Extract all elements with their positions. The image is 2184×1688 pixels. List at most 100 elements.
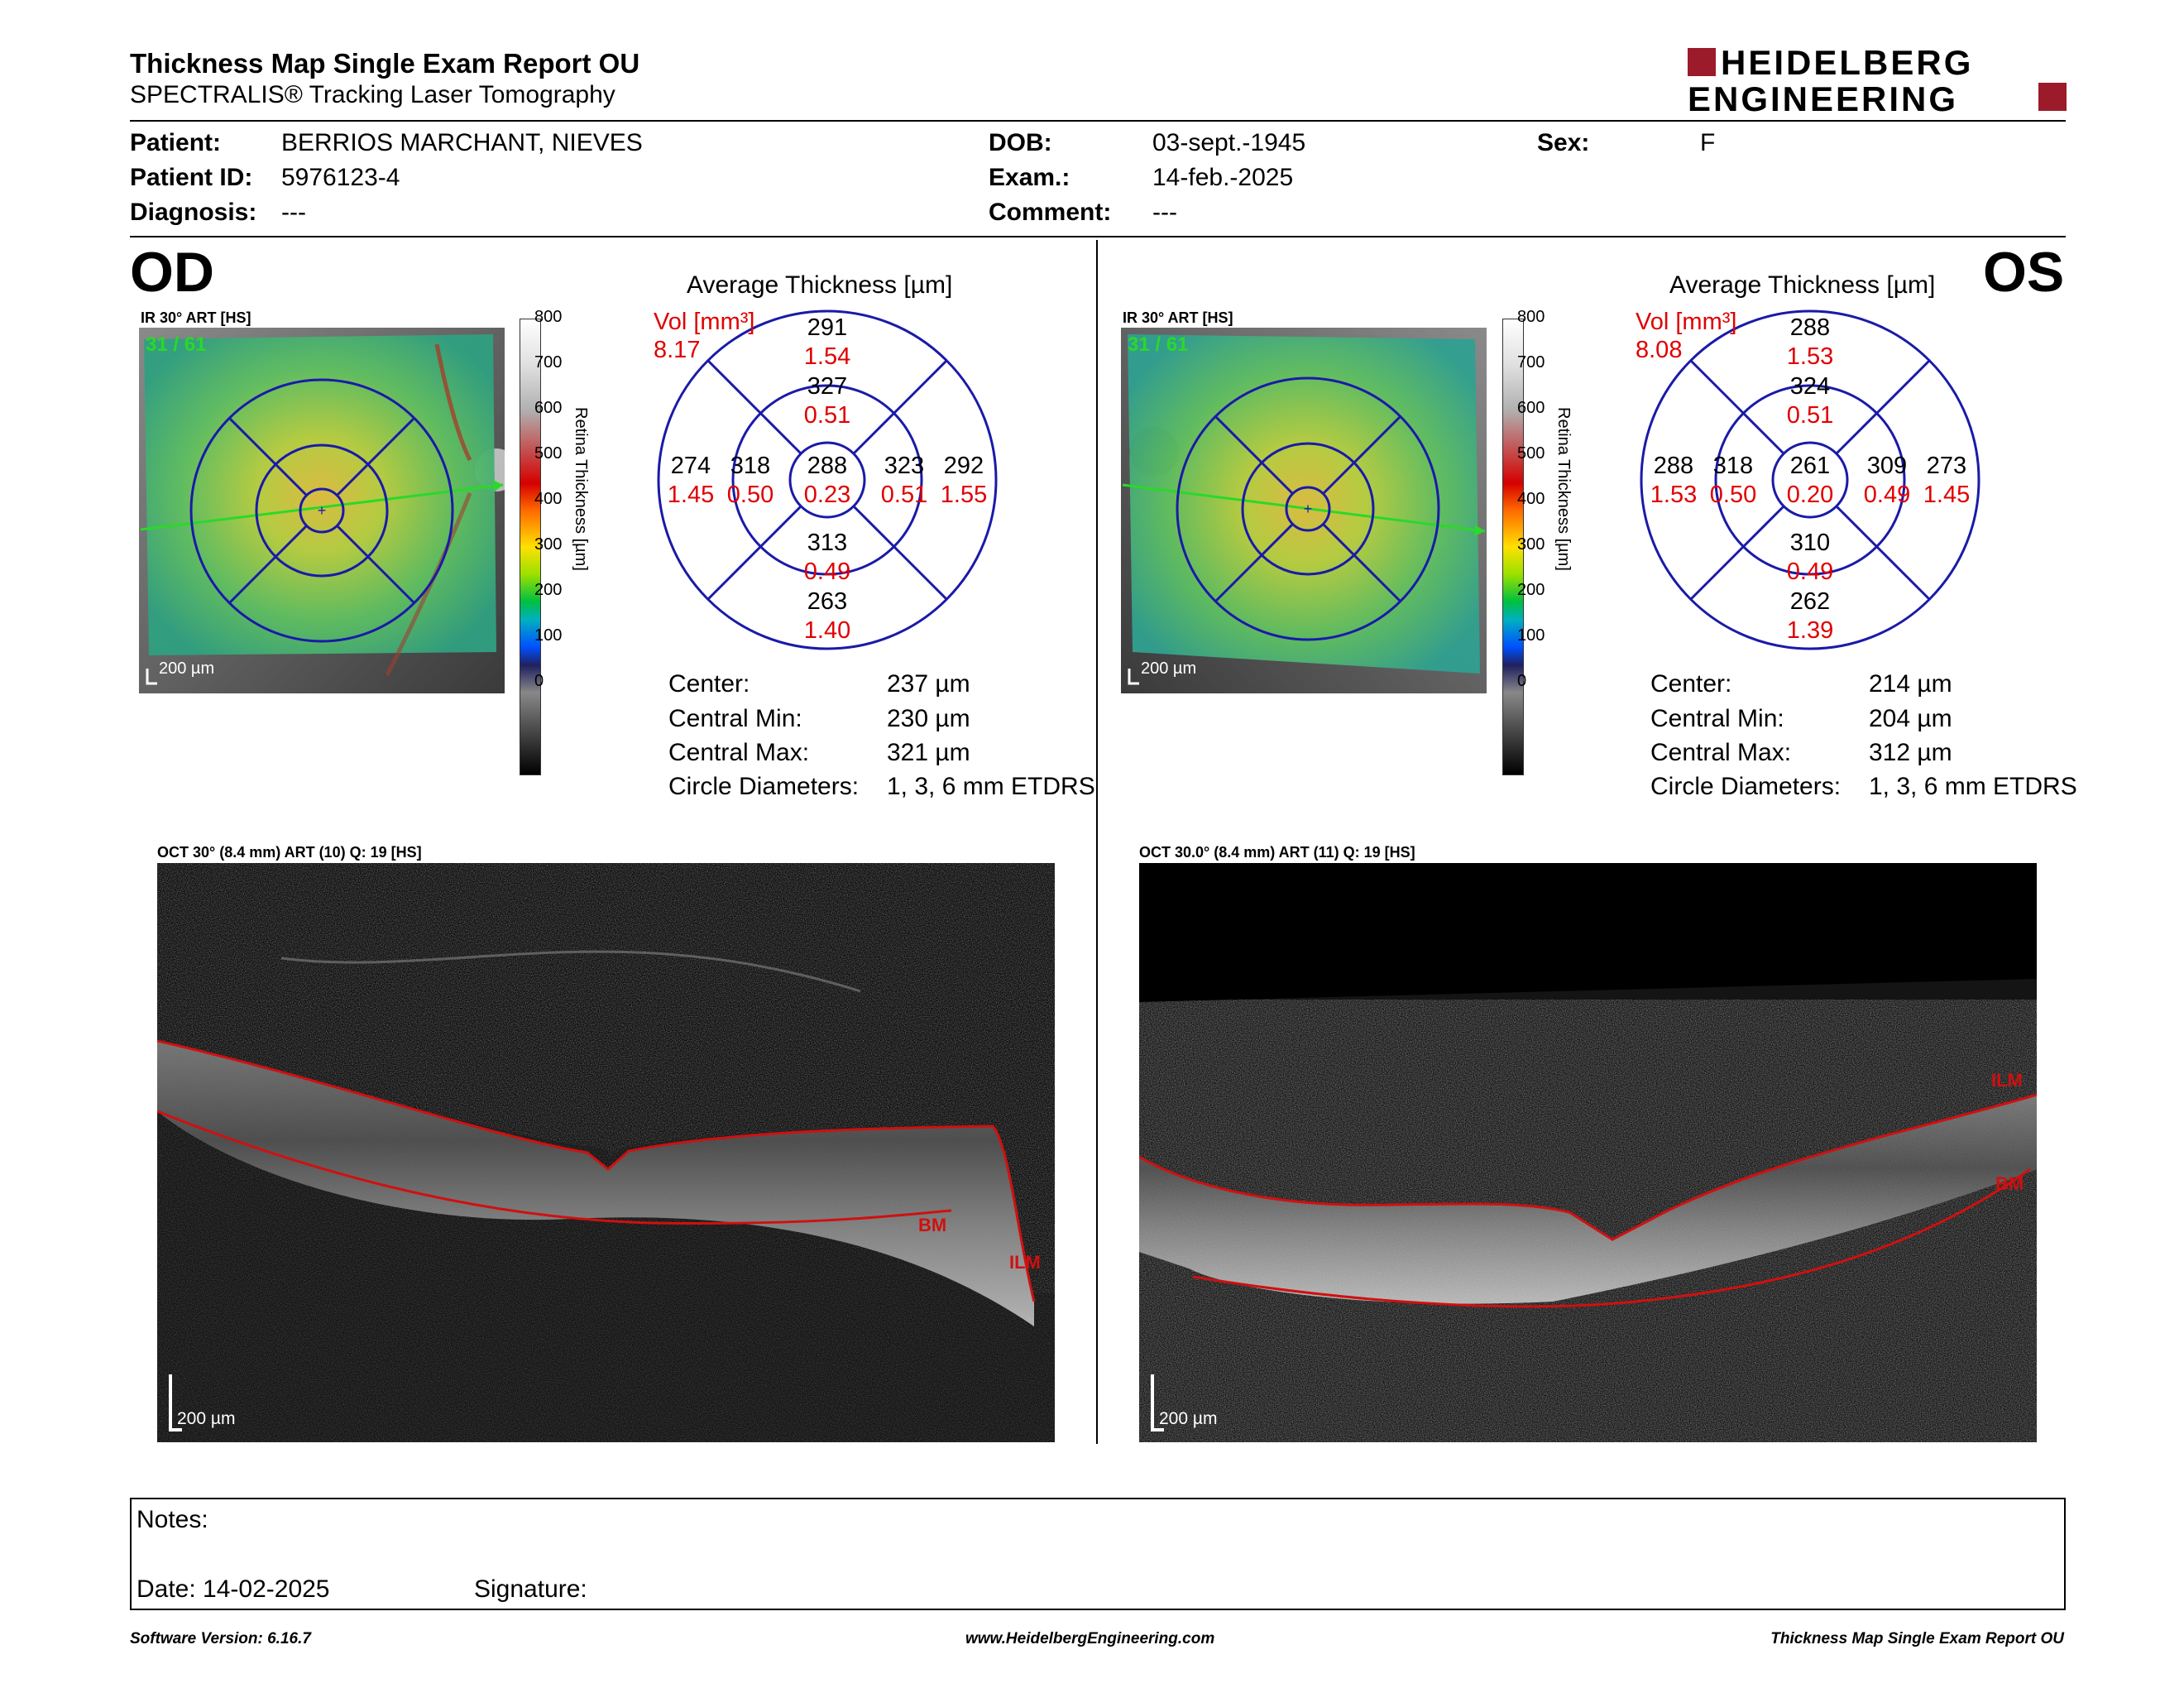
- od-center-label: Center:: [668, 670, 750, 698]
- os-colorbar-tick: 200: [1517, 581, 1545, 599]
- eye-divider: [1096, 240, 1098, 1444]
- os-inner-inf-thk: 310: [1790, 530, 1830, 556]
- os-outer-sup-thk: 288: [1790, 314, 1830, 341]
- od-max-value: 321 µm: [887, 739, 970, 766]
- notes-label: Notes:: [136, 1506, 208, 1533]
- os-inner-sup-thk: 324: [1790, 373, 1830, 400]
- od-outer-right-thk: 292: [944, 453, 984, 479]
- od-center-vol: 0.23: [804, 482, 850, 508]
- od-retina-band: [157, 1041, 1034, 1326]
- od-colorbar-tick: 500: [534, 444, 563, 463]
- od-center-cross: +: [318, 502, 327, 519]
- logo-square-bottom: [2038, 83, 2067, 111]
- od-inner-left-thk: 318: [730, 453, 770, 479]
- heidelberg-logo: HEIDELBERG ENGINEERING: [1688, 46, 2067, 116]
- od-oct-caption: OCT 30° (8.4 mm) ART (10) Q: 19 [HS]: [157, 844, 422, 861]
- os-outer-sup-vol: 1.53: [1787, 343, 1833, 370]
- os-colorbar-tick: 0: [1517, 672, 1527, 690]
- os-scale-label: 200 µm: [1141, 659, 1196, 678]
- os-outer-left-vol: 1.53: [1650, 482, 1697, 508]
- footer-report: Thickness Map Single Exam Report OU: [1770, 1630, 2064, 1647]
- od-center-thk: 288: [807, 453, 847, 479]
- os-outer-right-vol: 1.45: [1923, 482, 1970, 508]
- od-colorbar-tick: 600: [534, 399, 563, 417]
- patient-value: BERRIOS MARCHANT, NIEVES: [281, 129, 643, 156]
- os-min-label: Central Min:: [1650, 705, 1784, 732]
- od-ir-fundus-image: + 31 / 61 200 µm: [139, 328, 505, 693]
- od-inner-sup-vol: 0.51: [804, 402, 850, 429]
- od-colorbar-tick: 200: [534, 581, 563, 599]
- patient-id-label: Patient ID:: [130, 164, 253, 191]
- os-colorbar-tick: 400: [1517, 490, 1545, 508]
- od-outer-inf-thk: 263: [807, 588, 847, 615]
- os-colorbar-tick: 700: [1517, 353, 1545, 372]
- os-eye-label: OS: [1983, 241, 2065, 304]
- od-colorbar-tick: 300: [534, 535, 563, 554]
- notes-box: Notes: Date: 14-02-2025 Signature:: [130, 1498, 2066, 1610]
- diagnosis-value: ---: [281, 199, 306, 226]
- os-oct-scale-bar: [1151, 1374, 1164, 1431]
- header-rule-bottom: [130, 236, 2066, 237]
- os-vol-label: Vol [mm³]: [1636, 309, 1737, 335]
- od-colorbar-tick: 700: [534, 353, 563, 372]
- od-scan-line: [140, 483, 504, 531]
- patient-id-value: 5976123-4: [281, 164, 400, 191]
- os-inner-inf-vol: 0.49: [1787, 559, 1833, 585]
- od-outer-sup-thk: 291: [807, 314, 847, 341]
- od-circ-value: 1, 3, 6 mm ETDRS: [887, 773, 1095, 800]
- od-colorbar-tick: 0: [534, 672, 544, 690]
- od-inner-left-vol: 0.50: [727, 482, 774, 508]
- exam-label: Exam.:: [989, 164, 1070, 191]
- os-ir-caption: IR 30° ART [HS]: [1123, 309, 1233, 326]
- logo-line1: HEIDELBERG: [1721, 46, 1973, 82]
- footer-version: Software Version: 6.16.7: [130, 1630, 311, 1647]
- signature-label: Signature:: [474, 1575, 587, 1603]
- exam-value: 14-feb.-2025: [1152, 164, 1294, 191]
- os-colorbar-tick: 600: [1517, 399, 1545, 417]
- od-min-value: 230 µm: [887, 705, 970, 732]
- os-scale-bar: [1128, 669, 1139, 685]
- header-rule-top: [130, 120, 2066, 122]
- os-max-value: 312 µm: [1869, 739, 1952, 766]
- comment-value: ---: [1152, 199, 1177, 226]
- os-etdrs-overlay: [1176, 376, 1440, 641]
- od-scale-label: 200 µm: [159, 659, 214, 678]
- date-label: Date: 14-02-2025: [136, 1575, 330, 1603]
- os-center-label: Center:: [1650, 670, 1732, 698]
- os-retina-band: [1139, 1095, 2037, 1304]
- os-oct-bscan: ILM BM 200 µm: [1139, 863, 2037, 1442]
- os-avg-title: Average Thickness [µm]: [1669, 271, 1936, 299]
- os-colorbar-tick: 500: [1517, 444, 1545, 463]
- os-colorbar-label: Retina Thickness [µm]: [1554, 407, 1573, 571]
- os-center-vol: 0.20: [1787, 482, 1833, 508]
- od-eye-label: OD: [130, 241, 214, 304]
- os-oct-top-mask: [1139, 863, 2037, 1002]
- od-vessel: [434, 343, 472, 462]
- od-outer-left-vol: 1.45: [668, 482, 714, 508]
- od-ilm-label: ILM: [1009, 1252, 1041, 1273]
- os-bm-label: BM: [1995, 1173, 2024, 1194]
- os-min-value: 204 µm: [1869, 705, 1952, 732]
- os-colorbar-tick: 800: [1517, 308, 1545, 326]
- od-ir-caption: IR 30° ART [HS]: [141, 309, 251, 326]
- od-circ-label: Circle Diameters:: [668, 773, 860, 800]
- od-inner-inf-thk: 313: [807, 530, 847, 556]
- os-outer-left-thk: 288: [1654, 453, 1693, 479]
- os-thickness-map: [1128, 334, 1480, 674]
- dob-value: 03-sept.-1945: [1152, 129, 1306, 156]
- os-inner-sup-vol: 0.51: [1787, 402, 1833, 429]
- os-scan-arrow: [1474, 525, 1485, 536]
- os-ilm-line: [1139, 1093, 2037, 1241]
- od-frames: 31 / 61: [146, 333, 206, 356]
- os-vol-value: 8.08: [1636, 337, 1683, 363]
- os-ilm-label: ILM: [1991, 1070, 2023, 1091]
- os-colorbar: [1502, 319, 1524, 775]
- logo-line2: ENGINEERING: [1688, 79, 1958, 116]
- os-inner-right-thk: 309: [1867, 453, 1907, 479]
- od-inner-inf-vol: 0.49: [804, 559, 850, 585]
- od-oct-bscan: BM ILM 200 µm: [157, 863, 1055, 1442]
- os-ir-fundus-image: + 31 / 61 200 µm: [1121, 328, 1487, 693]
- od-inner-sup-thk: 327: [807, 373, 847, 400]
- od-ilm-line: [157, 1039, 1036, 1302]
- od-scale-bar: [146, 669, 157, 685]
